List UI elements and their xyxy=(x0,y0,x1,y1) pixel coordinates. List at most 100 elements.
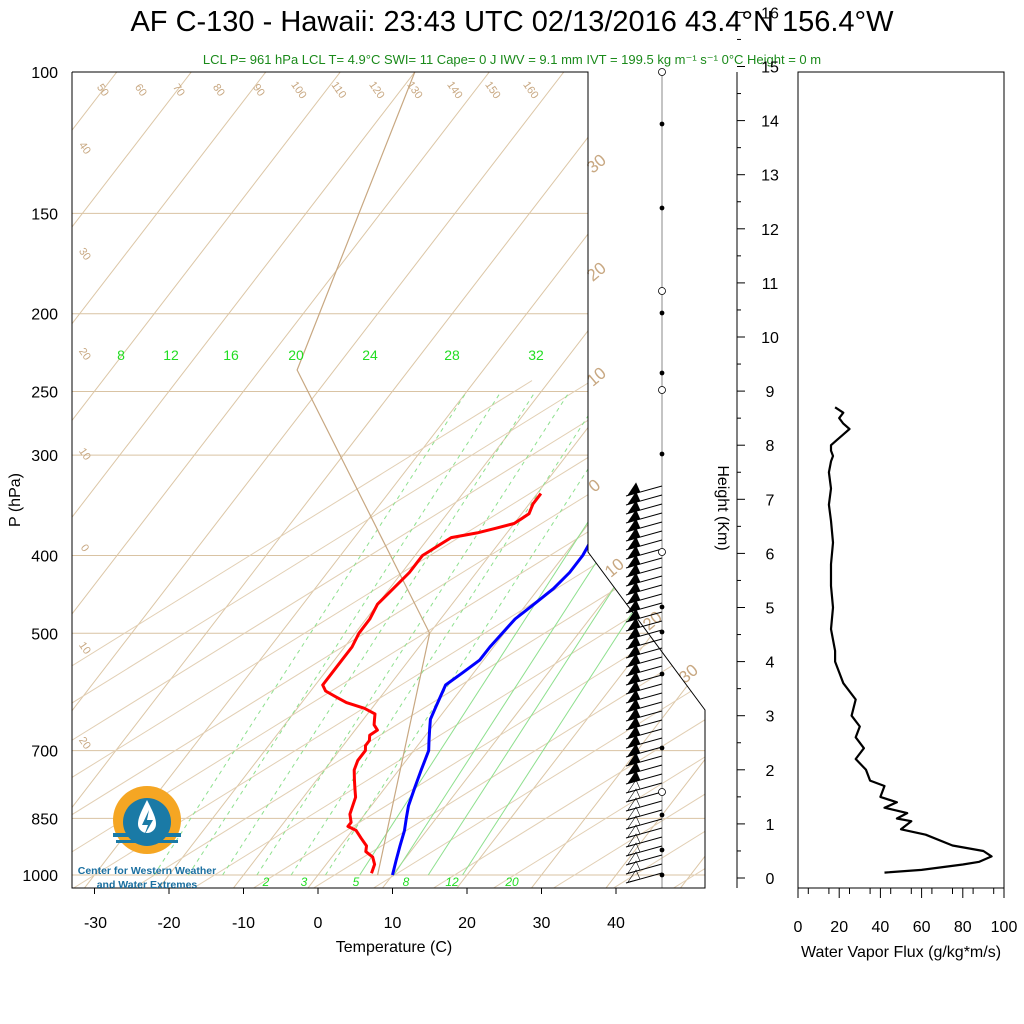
height-tick-label: 16 xyxy=(761,5,779,22)
wind-barb-flag xyxy=(627,869,641,883)
mixing-ratio-label-lower: 2 xyxy=(262,875,270,889)
wind-barb xyxy=(625,683,663,695)
y-tick-label: 1000 xyxy=(22,868,58,885)
lightning-icon xyxy=(142,810,153,836)
flux-x-tick-label: 100 xyxy=(991,919,1018,936)
x-tick-label: 10 xyxy=(384,915,402,932)
wind-barb-flag xyxy=(627,671,641,685)
isotherm-line xyxy=(72,72,416,888)
wind-barb-flag xyxy=(627,644,641,658)
mixing-ratio-label: 24 xyxy=(362,347,378,363)
wind-barb-flag xyxy=(627,707,641,721)
isotherm-label: 60 xyxy=(132,82,149,99)
dry-adiabat-line xyxy=(72,380,705,888)
isotherm-line xyxy=(515,72,705,888)
wind-barb xyxy=(625,674,663,686)
isotherm-label: 10 xyxy=(583,363,610,390)
wind-barb-flag xyxy=(627,500,641,514)
wind-barb-flag xyxy=(627,698,641,712)
wind-barb-flag xyxy=(627,833,641,847)
dry-adiabat-line xyxy=(852,381,1024,889)
wind-barb xyxy=(625,557,663,569)
wind-barb xyxy=(625,836,663,848)
wind-barb xyxy=(625,710,663,722)
calm-wind-marker xyxy=(659,872,665,878)
isotherm-line xyxy=(72,72,192,888)
calm-wind-marker xyxy=(659,451,665,457)
wind-barb xyxy=(625,503,663,515)
isotherm-label: 20 xyxy=(76,346,93,363)
isotherm-line xyxy=(292,72,705,888)
wind-barb xyxy=(625,692,663,704)
calm-wind-marker xyxy=(659,370,665,376)
height-tick-label: 15 xyxy=(761,60,779,77)
x-tick-label: 0 xyxy=(314,915,323,932)
isotherm-label: 40 xyxy=(76,140,93,157)
x-tick-label: -30 xyxy=(84,915,107,932)
wind-barb-flag xyxy=(627,617,641,631)
wind-barb-flag xyxy=(627,491,641,505)
wind-barb-flag xyxy=(627,851,641,865)
flux-x-axis-title: Water Vapor Flux (g/kg*m/s) xyxy=(801,944,1001,961)
wind-barb-flag xyxy=(627,860,641,874)
wind-barb-flag xyxy=(627,842,641,856)
isotherm-line xyxy=(72,72,565,888)
height-tick-label: 12 xyxy=(761,222,779,239)
height-tick-label: 13 xyxy=(761,168,779,185)
sounding-stats: LCL P= 961 hPa LCL T= 4.9°C SWI= 11 Cape… xyxy=(202,52,822,67)
wind-barb xyxy=(625,575,663,587)
calm-wind-marker xyxy=(658,386,666,394)
flux-x-tick-label: 20 xyxy=(830,919,848,936)
isotherm-label: 20 xyxy=(76,735,93,752)
height-axis-title: Height (Km) xyxy=(714,465,731,550)
wind-barb xyxy=(625,809,663,821)
wind-barb-flag xyxy=(627,590,641,604)
y-tick-label: 200 xyxy=(31,307,58,324)
wind-barb xyxy=(625,755,663,767)
wind-barb-flag xyxy=(627,635,641,649)
height-tick-label: 7 xyxy=(766,492,775,509)
wind-barb xyxy=(625,719,663,731)
isotherm-line xyxy=(72,72,705,888)
wind-barb-flag xyxy=(627,743,641,757)
flux-x-tick-label: 60 xyxy=(913,919,931,936)
isotherm-line xyxy=(72,72,490,888)
x-tick-label: 30 xyxy=(533,915,551,932)
mixing-ratio-label: 16 xyxy=(223,347,239,363)
wind-barb xyxy=(625,800,663,812)
wind-barb xyxy=(625,593,663,605)
height-tick-label: 6 xyxy=(766,546,775,563)
isotherm-label: 80 xyxy=(210,82,227,99)
isotherm-label: 140 xyxy=(444,79,464,101)
flux-series xyxy=(827,406,993,874)
calm-wind-marker xyxy=(658,287,666,295)
wind-barb xyxy=(625,584,663,596)
calm-wind-marker xyxy=(659,671,665,677)
x-tick-label: -20 xyxy=(157,915,180,932)
wind-barb-flag xyxy=(627,482,641,496)
wind-barb xyxy=(625,782,663,794)
height-tick-label: 2 xyxy=(766,763,775,780)
wind-barb xyxy=(625,548,663,560)
y-tick-label: 850 xyxy=(31,811,58,828)
isotherm-line xyxy=(590,72,705,888)
isotherm-label: 10 xyxy=(76,446,93,463)
wind-barb xyxy=(625,746,663,758)
isotherm-line xyxy=(72,72,341,888)
mixing-ratio-label: 8 xyxy=(117,347,125,363)
x-axis-title: Temperature (C) xyxy=(336,939,452,956)
isotherm-label: 50 xyxy=(94,82,111,99)
isotherm-label: 90 xyxy=(250,82,267,99)
mixing-ratio-label-lower: 20 xyxy=(504,875,519,889)
height-tick-label: 3 xyxy=(766,709,775,726)
height-tick-label: 4 xyxy=(766,655,775,672)
calm-wind-marker xyxy=(659,604,665,610)
isotherm-label: 10 xyxy=(601,554,628,581)
skewt-frame xyxy=(71,71,706,889)
mixing-ratio-label-lower: 8 xyxy=(403,875,410,889)
wind-barb-flag xyxy=(627,536,641,550)
wind-barb-flag xyxy=(627,797,641,811)
isotherm-label: 150 xyxy=(482,79,502,101)
dry-adiabat-line xyxy=(131,380,705,888)
